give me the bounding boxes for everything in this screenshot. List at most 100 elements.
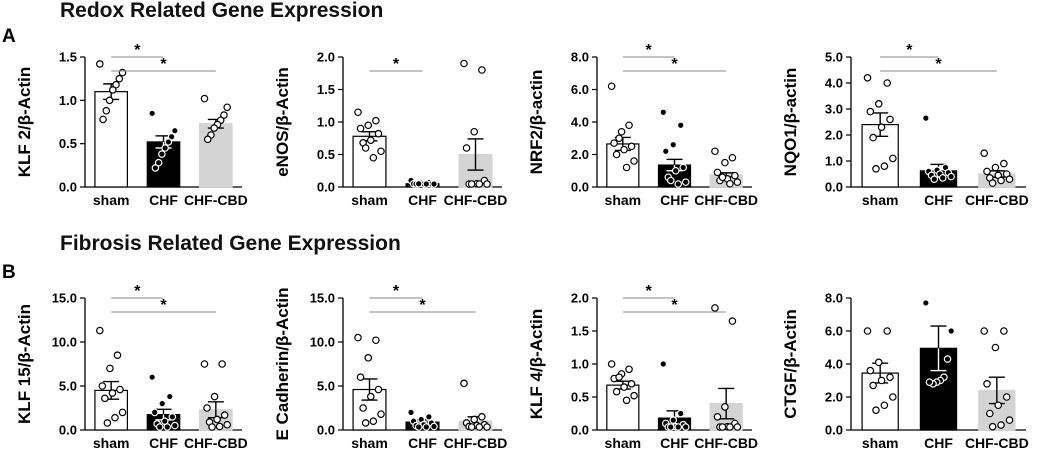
data-point xyxy=(922,114,930,122)
y-tick-label: 5.0 xyxy=(317,379,335,394)
y-tick-label: 4.0 xyxy=(571,115,589,130)
significance-star: * xyxy=(160,56,167,73)
data-point xyxy=(96,326,104,335)
y-tick-label: 2.0 xyxy=(825,128,843,143)
bar-sham xyxy=(94,91,128,188)
data-point xyxy=(99,115,107,124)
y-tick-label: 8.0 xyxy=(825,291,843,306)
data-point xyxy=(106,364,114,373)
data-point xyxy=(168,412,177,421)
data-point xyxy=(997,421,1005,429)
data-point xyxy=(414,179,423,188)
data-point xyxy=(200,360,209,368)
data-point xyxy=(422,180,431,188)
x-tick-label: CHF xyxy=(408,435,437,451)
data-point xyxy=(612,387,621,396)
significance-star: * xyxy=(906,42,913,59)
data-point xyxy=(883,79,891,87)
data-point xyxy=(669,416,678,424)
y-axis-label: E Cadherin/β-Actin xyxy=(273,288,292,441)
significance-star: * xyxy=(419,297,426,314)
y-tick-label: 10.0 xyxy=(52,335,77,350)
y-tick-label: 0.5 xyxy=(571,390,589,405)
data-point xyxy=(483,180,491,188)
data-point xyxy=(676,121,685,130)
y-axis-label: KLF 4/β-Actin xyxy=(527,309,546,419)
data-point xyxy=(1005,175,1014,184)
data-point xyxy=(731,171,739,180)
data-point xyxy=(681,423,690,431)
data-point xyxy=(863,327,872,335)
data-point xyxy=(1005,416,1014,424)
data-point xyxy=(617,127,626,136)
data-point xyxy=(874,358,883,367)
data-point xyxy=(947,327,955,335)
data-point xyxy=(158,150,166,158)
data-point xyxy=(361,144,370,152)
data-point xyxy=(866,366,875,375)
data-point xyxy=(869,133,877,142)
data-point xyxy=(659,108,668,117)
data-point xyxy=(733,423,742,431)
x-tick-label: CHF xyxy=(924,192,953,208)
data-point xyxy=(711,147,719,156)
data-point xyxy=(103,419,112,427)
data-point xyxy=(163,423,172,431)
y-tick-label: 8.0 xyxy=(571,50,589,65)
data-point xyxy=(154,158,163,167)
x-tick-label: CHF xyxy=(660,192,689,208)
y-tick-label: 0.0 xyxy=(59,423,77,438)
data-point xyxy=(223,103,231,112)
data-point xyxy=(366,136,375,145)
data-point xyxy=(462,144,471,152)
data-point xyxy=(148,373,156,382)
data-point xyxy=(922,299,930,307)
data-point xyxy=(728,317,737,325)
data-point xyxy=(991,343,1000,352)
data-point xyxy=(210,392,219,401)
x-tick-label: CHF-CBD xyxy=(694,192,758,208)
data-point xyxy=(483,423,491,431)
data-point xyxy=(369,153,378,162)
data-point xyxy=(460,379,468,388)
data-point xyxy=(161,144,169,152)
y-tick-label: 0.5 xyxy=(59,136,77,151)
data-point xyxy=(721,403,729,411)
data-point xyxy=(364,121,373,130)
data-point xyxy=(659,360,668,368)
data-point xyxy=(988,179,997,187)
data-point xyxy=(475,423,484,431)
x-tick-label: CHF-CBD xyxy=(184,435,248,451)
data-point xyxy=(356,124,365,133)
x-tick-label: sham xyxy=(862,192,899,208)
data-point xyxy=(666,423,675,431)
data-point xyxy=(108,389,117,397)
x-tick-label: sham xyxy=(93,192,130,208)
data-point xyxy=(877,123,886,132)
data-point xyxy=(430,180,438,188)
data-point xyxy=(171,421,179,430)
data-point xyxy=(947,172,955,181)
data-point xyxy=(681,178,690,186)
data-point xyxy=(354,333,362,342)
y-tick-label: 2.0 xyxy=(317,50,335,65)
data-point xyxy=(150,408,159,417)
data-point xyxy=(354,108,362,117)
data-point xyxy=(208,423,216,431)
data-point xyxy=(155,423,164,431)
y-tick-label: 2.0 xyxy=(571,291,589,306)
x-tick-label: CHF-CBD xyxy=(444,435,508,451)
data-point xyxy=(414,423,423,431)
data-point xyxy=(991,163,1000,172)
data-point xyxy=(679,163,688,172)
significance-star: * xyxy=(646,42,653,59)
data-point xyxy=(148,109,156,118)
data-point xyxy=(111,413,119,422)
data-point xyxy=(475,180,484,188)
data-point xyxy=(622,163,631,172)
data-point xyxy=(425,412,433,421)
bar-sham xyxy=(606,384,640,431)
data-point xyxy=(877,376,886,385)
data-point xyxy=(671,166,680,175)
